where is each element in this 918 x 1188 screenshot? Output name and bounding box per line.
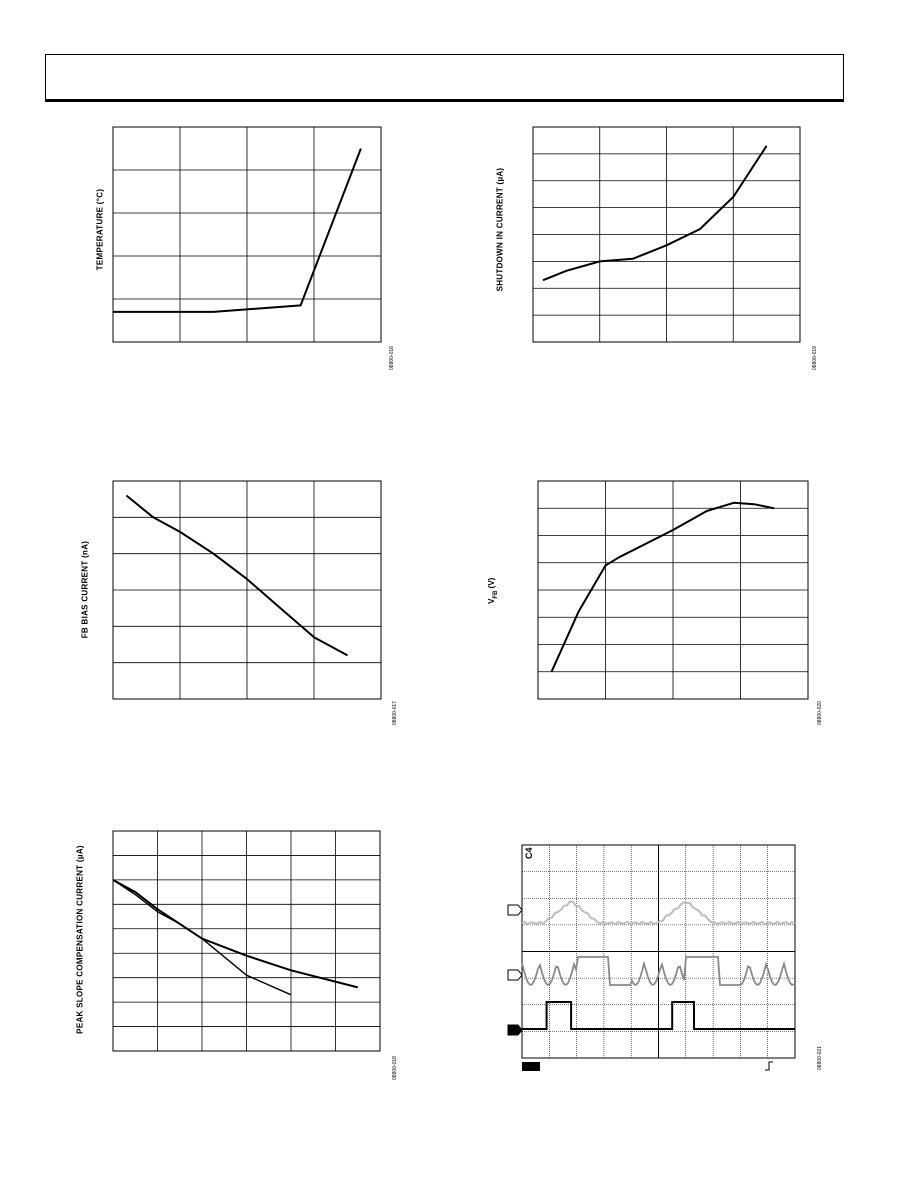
chart-vfb: VFB (V) 08800-020 bbox=[487, 475, 825, 735]
scope-channel-label: C4 bbox=[524, 847, 534, 859]
y-axis-label: PEAK SLOPE COMPENSATION CURRENT (µA) bbox=[75, 845, 85, 1034]
channel-marker-3 bbox=[507, 1024, 523, 1036]
y-axis-label: TEMPERATURE (°C) bbox=[95, 188, 105, 271]
figure-id: 08800-021 bbox=[817, 1046, 823, 1070]
scope-trace-2 bbox=[521, 956, 795, 987]
series-line-1 bbox=[113, 148, 362, 313]
chart-svg bbox=[537, 480, 809, 700]
series-line-2 bbox=[112, 879, 292, 996]
scope-trace-3 bbox=[522, 1001, 795, 1030]
page-header bbox=[45, 54, 844, 102]
chart-svg bbox=[112, 480, 382, 700]
figure-id: 08800-016 bbox=[389, 346, 395, 370]
y-axis-label: SHUTDOWN IN CURRENT (µA) bbox=[495, 167, 505, 292]
y-axis-label-unit: (V) bbox=[487, 577, 497, 589]
y-axis-label-main: V bbox=[487, 598, 497, 604]
channel-marker-1 bbox=[507, 904, 523, 916]
scope-trace-1 bbox=[521, 900, 796, 926]
trigger-icon bbox=[765, 1061, 773, 1071]
scope-svg: C4 bbox=[507, 844, 796, 1071]
figure-id: 08800-017 bbox=[392, 701, 398, 725]
series-line-1 bbox=[542, 145, 768, 282]
chart-svg bbox=[532, 126, 801, 343]
y-axis-label: FB BIAS CURRENT (nA) bbox=[80, 540, 90, 639]
figure-id: 08800-019 bbox=[812, 346, 818, 370]
figure-id: 08800-018 bbox=[392, 1056, 398, 1080]
chart-fb-bias-current: FB BIAS CURRENT (nA) 08800-017 bbox=[70, 475, 398, 735]
y-axis-label: VFB (V) bbox=[487, 571, 499, 611]
y-axis-label-sub: FB bbox=[492, 590, 499, 599]
chart-svg bbox=[112, 126, 382, 343]
chart-peak-slope: PEAK SLOPE COMPENSATION CURRENT (µA) 088… bbox=[70, 825, 398, 1085]
figure-id: 08800-020 bbox=[817, 701, 823, 725]
chart-svg bbox=[112, 830, 381, 1052]
series-line-1 bbox=[125, 494, 348, 657]
series-line-1 bbox=[112, 879, 359, 989]
chart-shutdown-current: SHUTDOWN IN CURRENT (µA) 08800-019 bbox=[490, 120, 820, 380]
scope-status-box bbox=[522, 1062, 540, 1071]
channel-marker-2 bbox=[507, 969, 523, 981]
chart-scope: C4 08800-021 bbox=[500, 830, 830, 1080]
series-line-1 bbox=[550, 501, 775, 673]
chart-temperature: TEMPERATURE (°C) 08800-016 bbox=[70, 120, 395, 380]
